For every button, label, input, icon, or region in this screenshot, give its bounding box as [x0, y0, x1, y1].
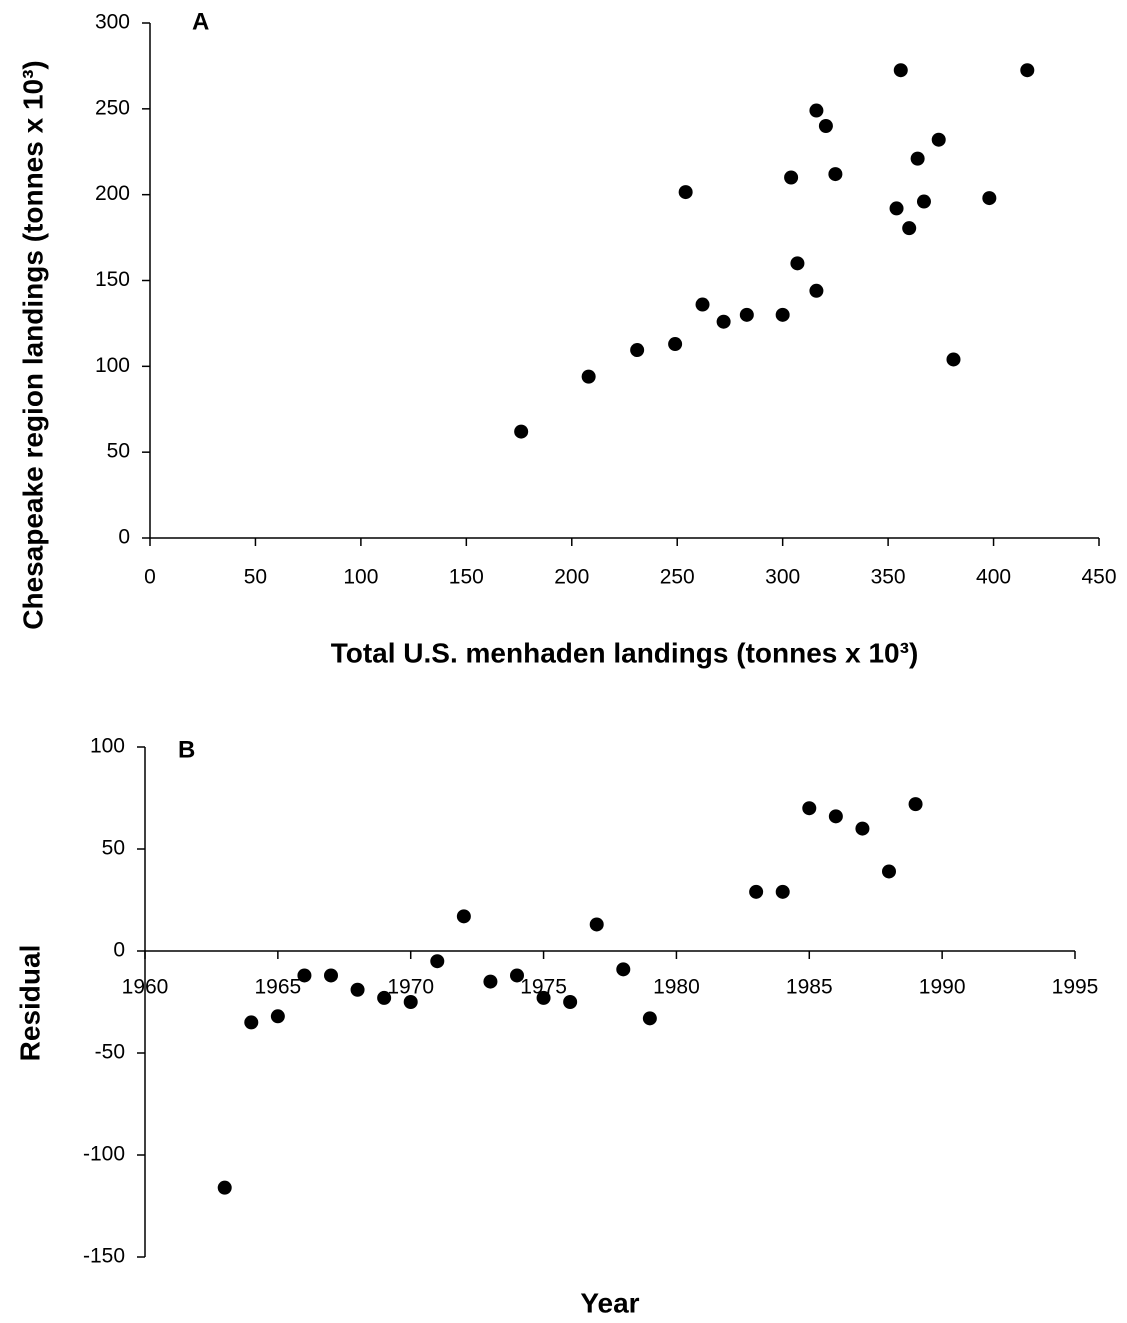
x-tick-label: 1975 — [520, 976, 567, 999]
point — [244, 1015, 259, 1030]
point — [297, 968, 312, 983]
point — [775, 884, 790, 899]
y-tick-label: 250 — [95, 96, 130, 119]
point — [716, 314, 731, 329]
y-tick-label: 150 — [95, 268, 130, 291]
x-tick-label: 450 — [1081, 566, 1116, 589]
y-axis-title: Residual — [14, 945, 45, 1062]
point — [739, 307, 754, 322]
point — [902, 221, 917, 236]
x-tick-label: 350 — [871, 566, 906, 589]
panel-label: A — [192, 8, 209, 35]
y-tick-label: -100 — [83, 1143, 125, 1166]
x-tick-label: 150 — [449, 566, 484, 589]
x-tick-label: 400 — [976, 566, 1011, 589]
x-tick-label: 0 — [144, 566, 156, 589]
y-tick-label: 50 — [102, 837, 125, 860]
point — [809, 283, 824, 298]
point — [589, 917, 604, 932]
y-tick-label: -50 — [95, 1041, 125, 1064]
point — [510, 968, 524, 983]
x-tick-label: 50 — [244, 566, 267, 589]
point — [882, 864, 896, 879]
x-tick-label: 1980 — [653, 976, 700, 999]
x-tick-label: 100 — [343, 566, 378, 589]
point — [910, 151, 925, 166]
y-tick-label: -150 — [83, 1245, 125, 1268]
point — [483, 974, 498, 989]
point — [790, 256, 805, 271]
point — [217, 1180, 232, 1195]
point — [514, 424, 529, 439]
point — [749, 884, 764, 899]
x-tick-label: 1990 — [919, 976, 966, 999]
y-tick-label: 0 — [113, 939, 125, 962]
point — [581, 369, 596, 384]
point — [802, 801, 817, 816]
point — [678, 185, 693, 200]
point — [946, 352, 961, 367]
x-axis-title: Year — [580, 1287, 639, 1318]
point — [931, 132, 946, 147]
point — [563, 995, 578, 1009]
point — [828, 167, 843, 182]
x-tick-label: 200 — [554, 566, 589, 589]
x-tick-label: 300 — [765, 566, 800, 589]
point — [809, 103, 824, 118]
point — [982, 191, 997, 206]
x-axis-title: Total U.S. menhaden landings (tonnes x 1… — [331, 637, 919, 668]
x-tick-label: 250 — [660, 566, 695, 589]
y-tick-label: 0 — [118, 526, 130, 549]
point — [630, 343, 645, 358]
point — [695, 297, 710, 312]
point — [916, 194, 931, 209]
y-tick-label: 200 — [95, 182, 130, 205]
y-tick-label: 50 — [107, 440, 130, 463]
x-tick-label: 1960 — [122, 976, 169, 999]
point — [828, 809, 843, 824]
y-tick-label: 100 — [90, 735, 125, 758]
point — [403, 995, 418, 1009]
point — [668, 337, 683, 352]
point — [430, 954, 445, 969]
point — [270, 1009, 285, 1024]
point — [1020, 63, 1035, 78]
y-tick-label: 100 — [95, 354, 130, 377]
x-tick-label: 1995 — [1052, 976, 1099, 999]
point — [377, 990, 392, 1005]
point — [456, 909, 471, 924]
panel-label: B — [178, 736, 195, 763]
point — [908, 797, 923, 812]
x-tick-label: 1965 — [254, 976, 301, 999]
y-axis-title: Chesapeake region landings (tonnes x 10³… — [17, 60, 48, 629]
y-tick-label: 300 — [95, 11, 130, 34]
point — [855, 821, 870, 836]
point — [893, 63, 908, 78]
x-tick-label: 1970 — [387, 976, 434, 999]
point — [350, 982, 365, 997]
point — [784, 170, 799, 185]
point — [642, 1011, 657, 1026]
point — [324, 968, 338, 983]
x-tick-label: 1985 — [786, 976, 833, 999]
point — [536, 990, 551, 1005]
point — [616, 962, 631, 977]
point — [889, 201, 904, 216]
point — [818, 119, 833, 133]
point — [775, 307, 790, 322]
